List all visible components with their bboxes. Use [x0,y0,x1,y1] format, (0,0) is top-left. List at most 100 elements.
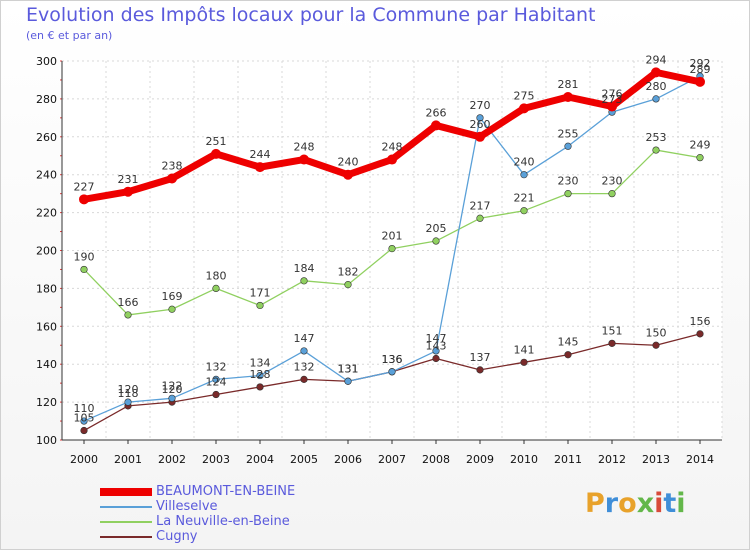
data-label: 143 [426,340,447,353]
y-tick-label: 100 [36,434,57,447]
data-label: 131 [338,362,359,375]
data-label: 292 [690,57,711,70]
data-point [300,277,308,285]
x-tick-label: 2005 [290,453,318,466]
data-label: 136 [382,353,403,366]
data-label: 147 [294,332,315,345]
y-tick-label: 280 [36,93,57,106]
data-label: 221 [514,192,535,205]
legend-swatch [100,521,152,523]
x-tick-label: 2001 [114,453,142,466]
data-label: 248 [382,141,403,154]
y-tick-label: 160 [36,320,57,333]
data-point [695,76,705,87]
data-label: 280 [646,80,667,93]
data-point [432,347,440,355]
data-point [652,146,660,154]
y-tick-label: 260 [36,131,57,144]
y-tick-label: 240 [36,169,57,182]
data-label: 145 [558,336,579,349]
data-label: 238 [162,159,183,172]
data-label: 201 [382,230,403,243]
y-tick-label: 140 [36,358,57,371]
y-tick-label: 180 [36,282,57,295]
data-label: 255 [558,127,579,140]
data-point [299,154,309,165]
data-label: 240 [338,156,359,169]
data-point [696,330,704,338]
data-point [80,426,88,435]
x-tick-label: 2013 [642,453,670,466]
data-point [212,284,220,293]
data-label: 248 [294,141,315,154]
data-point [432,237,440,245]
data-label: 151 [602,324,623,337]
data-label: 249 [690,139,711,152]
data-point [564,190,572,198]
x-tick-label: 2000 [70,453,98,466]
series-la-neuville [80,146,704,319]
legend-label: Villeselve [156,499,218,514]
legend-swatch [100,536,152,538]
data-point [300,375,308,383]
data-point [124,311,132,319]
data-label: 230 [558,175,579,188]
data-point [432,354,440,363]
data-label: 260 [470,118,491,131]
data-point [167,173,177,184]
data-label: 230 [602,175,623,188]
data-label: 122 [162,379,183,392]
x-tick-label: 2004 [246,453,274,466]
data-point [652,341,660,349]
data-label: 266 [426,106,447,119]
data-point [564,351,572,359]
data-label: 150 [646,326,667,339]
data-label: 132 [294,360,315,373]
data-label: 166 [118,296,139,309]
data-label: 244 [250,148,271,161]
data-label: 270 [470,99,491,112]
data-label: 251 [206,135,227,148]
axes: 100 120 140 160 180 200 220 240 260 280 300 2000 200… [36,55,722,466]
data-point [168,394,176,402]
data-point [256,371,264,380]
data-label: 134 [250,357,271,370]
data-point [79,194,89,205]
proxiti-logo: Proxiti [585,488,686,519]
data-label: 120 [118,383,139,396]
data-label: 120 [162,383,183,396]
data-point [256,301,264,310]
data-point [212,375,220,383]
data-point [124,398,132,406]
x-tick-label: 2002 [158,453,186,466]
data-point [476,214,484,222]
data-point [255,162,265,173]
data-point [651,67,661,78]
y-tick-label: 120 [36,396,57,409]
legend-label: BEAUMONT-EN-BEINE [156,484,296,499]
data-point [476,114,484,122]
line-chart: 100 120 140 160 180 200 220 240 260 280 300 2000 200… [36,53,723,466]
data-label: 156 [690,315,711,328]
data-label: 184 [294,262,315,275]
data-point [563,92,573,103]
data-point [519,103,529,114]
series-villeselve [80,72,704,425]
data-point [607,101,617,112]
data-point [696,154,704,162]
x-tick-label: 2007 [378,453,406,466]
data-label: 131 [338,362,359,375]
data-point [564,142,572,150]
x-tick-label: 2014 [686,453,714,466]
data-label: 180 [206,269,227,282]
x-tick-label: 2006 [334,453,362,466]
data-point [388,245,396,253]
data-label: 147 [426,332,447,345]
data-point [652,95,660,103]
data-point [388,368,396,376]
data-point [343,169,353,180]
y-tick-label: 220 [36,207,57,220]
data-label: 128 [250,368,271,381]
data-point [608,190,616,198]
